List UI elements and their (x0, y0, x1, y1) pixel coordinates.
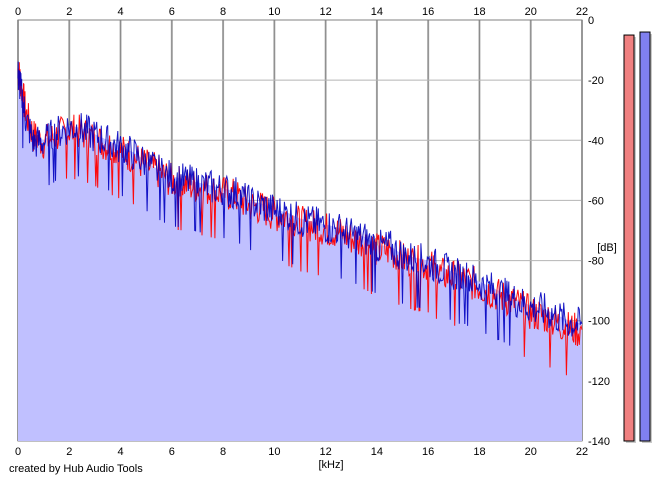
x-tick-bottom-label: 8 (220, 446, 226, 458)
x-tick-bottom-label: 2 (66, 446, 72, 458)
x-tick-top-label: 2 (66, 6, 72, 18)
level-meter-bar (623, 34, 635, 442)
level-meter-bar (639, 31, 651, 442)
y-tick-label: -60 (588, 195, 604, 207)
x-tick-bottom-label: 10 (268, 446, 280, 458)
x-tick-bottom-label: 20 (525, 446, 537, 458)
x-axis-label: [kHz] (318, 459, 343, 471)
x-tick-bottom-label: 0 (15, 446, 21, 458)
x-tick-top-label: 10 (268, 6, 280, 18)
x-tick-bottom-label: 14 (371, 446, 383, 458)
credit-text: created by Hub Audio Tools (9, 463, 143, 475)
x-ticks-top: 0 2 4 6 8 10 12 14 16 18 20 22 (15, 6, 588, 18)
x-tick-top-label: 16 (422, 6, 434, 18)
x-tick-top-label: 20 (525, 6, 537, 18)
series-lines (17, 61, 583, 376)
x-tick-top-label: 0 (15, 6, 21, 18)
x-tick-bottom-label: 12 (320, 446, 332, 458)
x-tick-bottom-label: 6 (169, 446, 175, 458)
x-tick-bottom-label: 16 (422, 446, 434, 458)
x-tick-top-label: 18 (473, 6, 485, 18)
y-tick-label: -20 (588, 75, 604, 87)
x-ticks-bottom: 0 2 4 6 8 10 12 14 16 18 20 22 (15, 446, 588, 458)
level-meters (623, 31, 652, 444)
x-tick-top-label: 8 (220, 6, 226, 18)
x-tick-top-label: 12 (320, 6, 332, 18)
y-tick-label: -120 (588, 376, 610, 388)
y-tick-label: -80 (588, 256, 604, 268)
y-tick-label: -140 (588, 436, 610, 448)
x-tick-top-label: 6 (169, 6, 175, 18)
y-tick-label: -100 (588, 316, 610, 328)
x-tick-top-label: 22 (576, 6, 588, 18)
series-line-1 (17, 61, 583, 346)
y-ticks: 0 -20 -40 -60 -80 -100 -120 -140 (588, 15, 610, 448)
y-tick-label: -40 (588, 135, 604, 147)
x-tick-bottom-label: 4 (117, 446, 123, 458)
y-axis-label: [dB] (597, 242, 617, 254)
x-tick-bottom-label: 18 (473, 446, 485, 458)
x-tick-top-label: 4 (117, 6, 123, 18)
y-tick-label: 0 (588, 15, 594, 27)
x-tick-bottom-label: 22 (576, 446, 588, 458)
x-tick-top-label: 14 (371, 6, 383, 18)
